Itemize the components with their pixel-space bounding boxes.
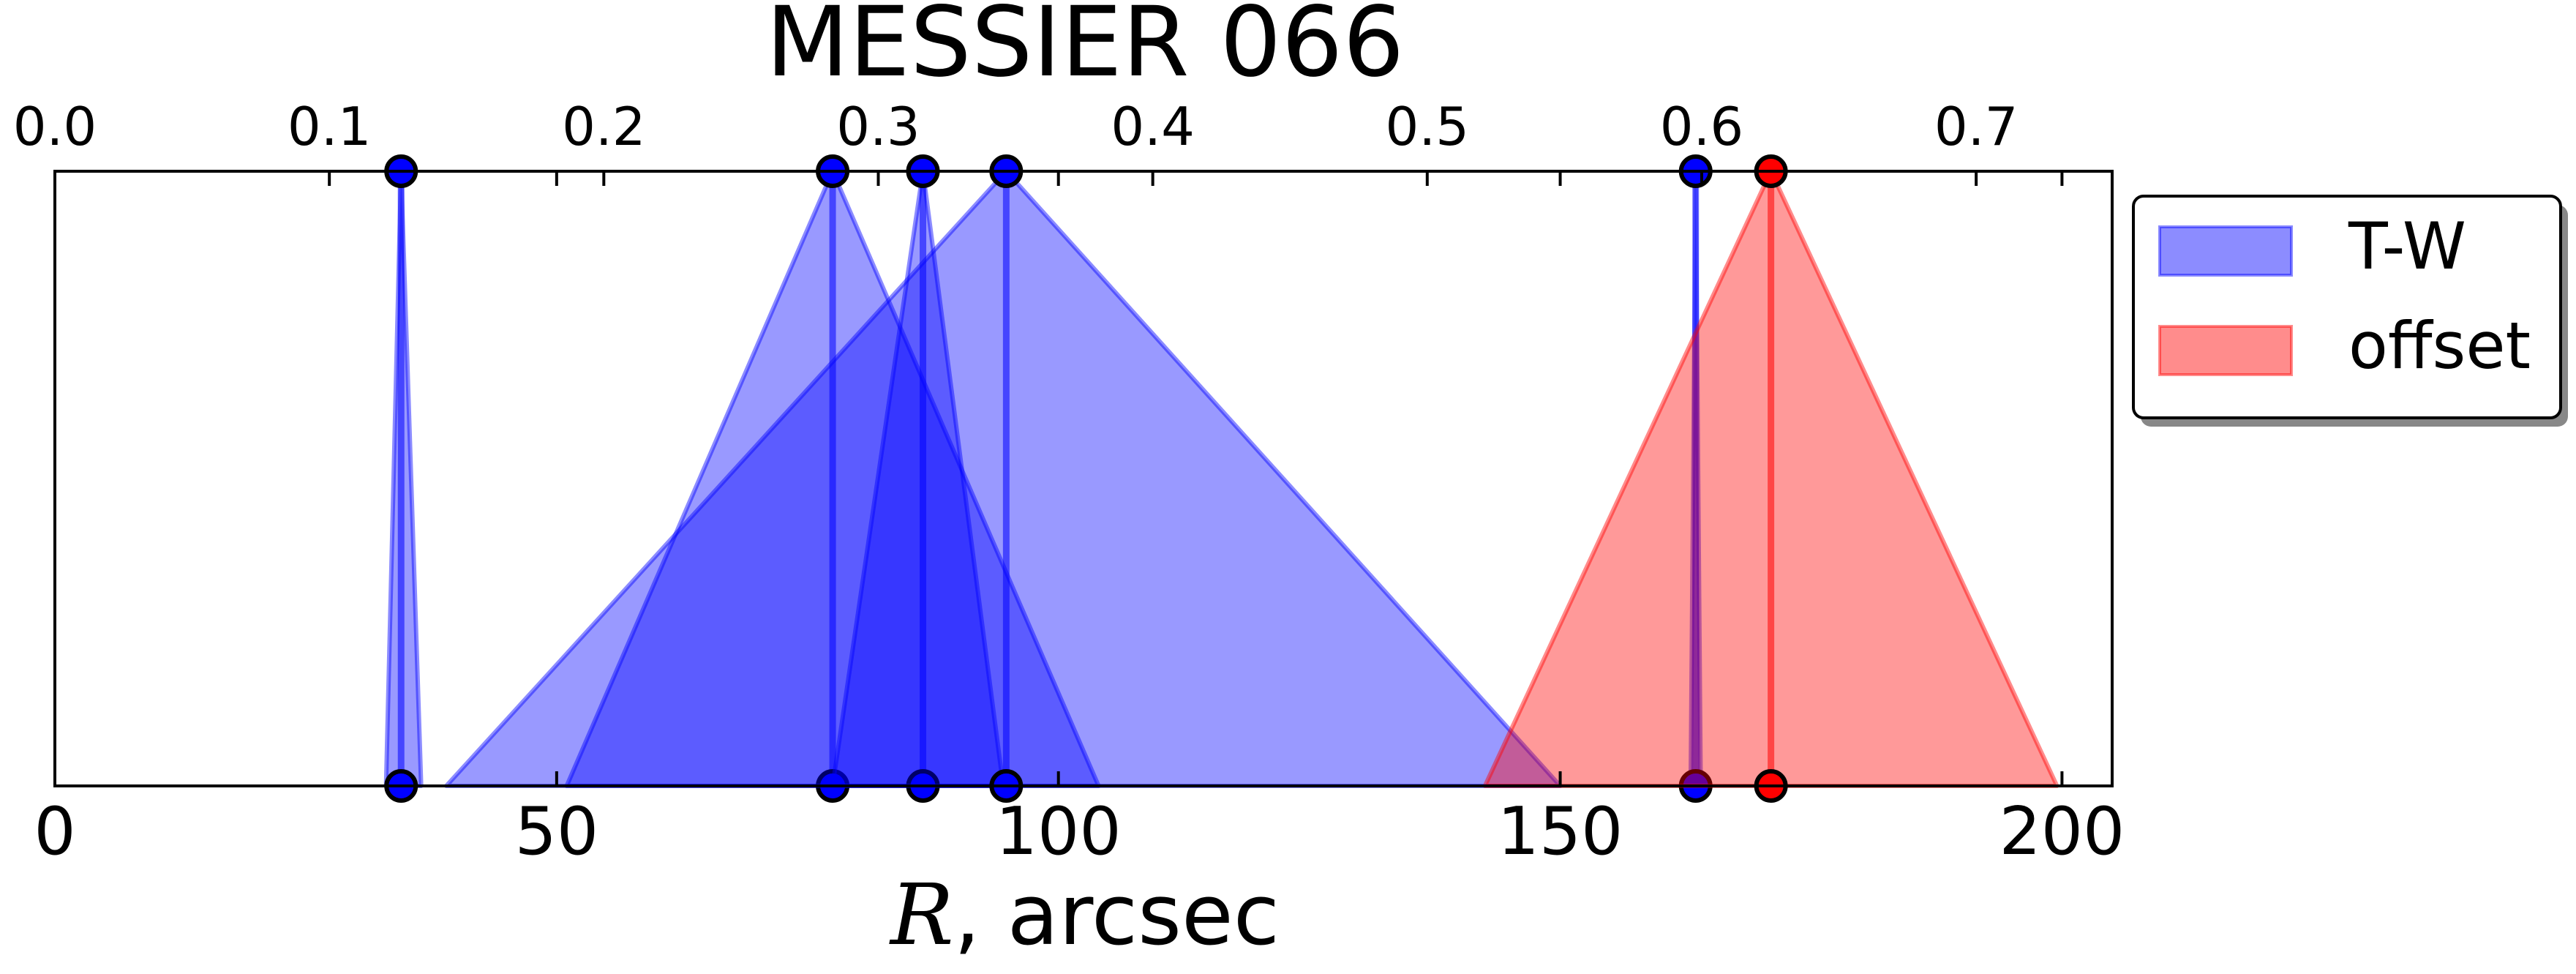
top-tick-label-1: 0.1 <box>288 96 372 157</box>
peaks-layer <box>383 154 2059 803</box>
top-tick-label-2: 0.2 <box>562 96 646 157</box>
bottom-tick-label-4: 200 <box>1999 793 2125 870</box>
plot-frame <box>53 170 2114 787</box>
legend-label-tw: T-W <box>2348 209 2466 284</box>
top-tick-label-3: 0.3 <box>836 96 920 157</box>
x-axis-label: R, arcsec <box>889 866 1280 964</box>
chart-title: MESSIER 066 <box>766 0 1405 99</box>
bottom-tick-label-0: 0 <box>34 793 75 870</box>
legend: T-W offset <box>2132 195 2568 427</box>
top-tick-label-0: 0.0 <box>13 96 97 157</box>
legend-swatch-offset <box>2158 325 2293 376</box>
top-tick-label-4: 0.4 <box>1111 96 1195 157</box>
legend-box <box>2132 195 2562 419</box>
top-tick-label-6: 0.6 <box>1660 96 1744 157</box>
top-tick-label-7: 0.7 <box>1934 96 2019 157</box>
bottom-tick-label-1: 50 <box>515 793 599 870</box>
ticks-layer: 0 50 100 150 200 0.0 0.1 0.2 0.3 0.4 0.5 0.6 0.7 <box>13 96 2125 870</box>
legend-label-offset: offset <box>2348 308 2531 383</box>
legend-swatch-tw <box>2158 225 2293 277</box>
bottom-tick-label-3: 150 <box>1498 793 1623 870</box>
top-tick-label-5: 0.5 <box>1386 96 1470 157</box>
bottom-tick-label-2: 100 <box>996 793 1122 870</box>
